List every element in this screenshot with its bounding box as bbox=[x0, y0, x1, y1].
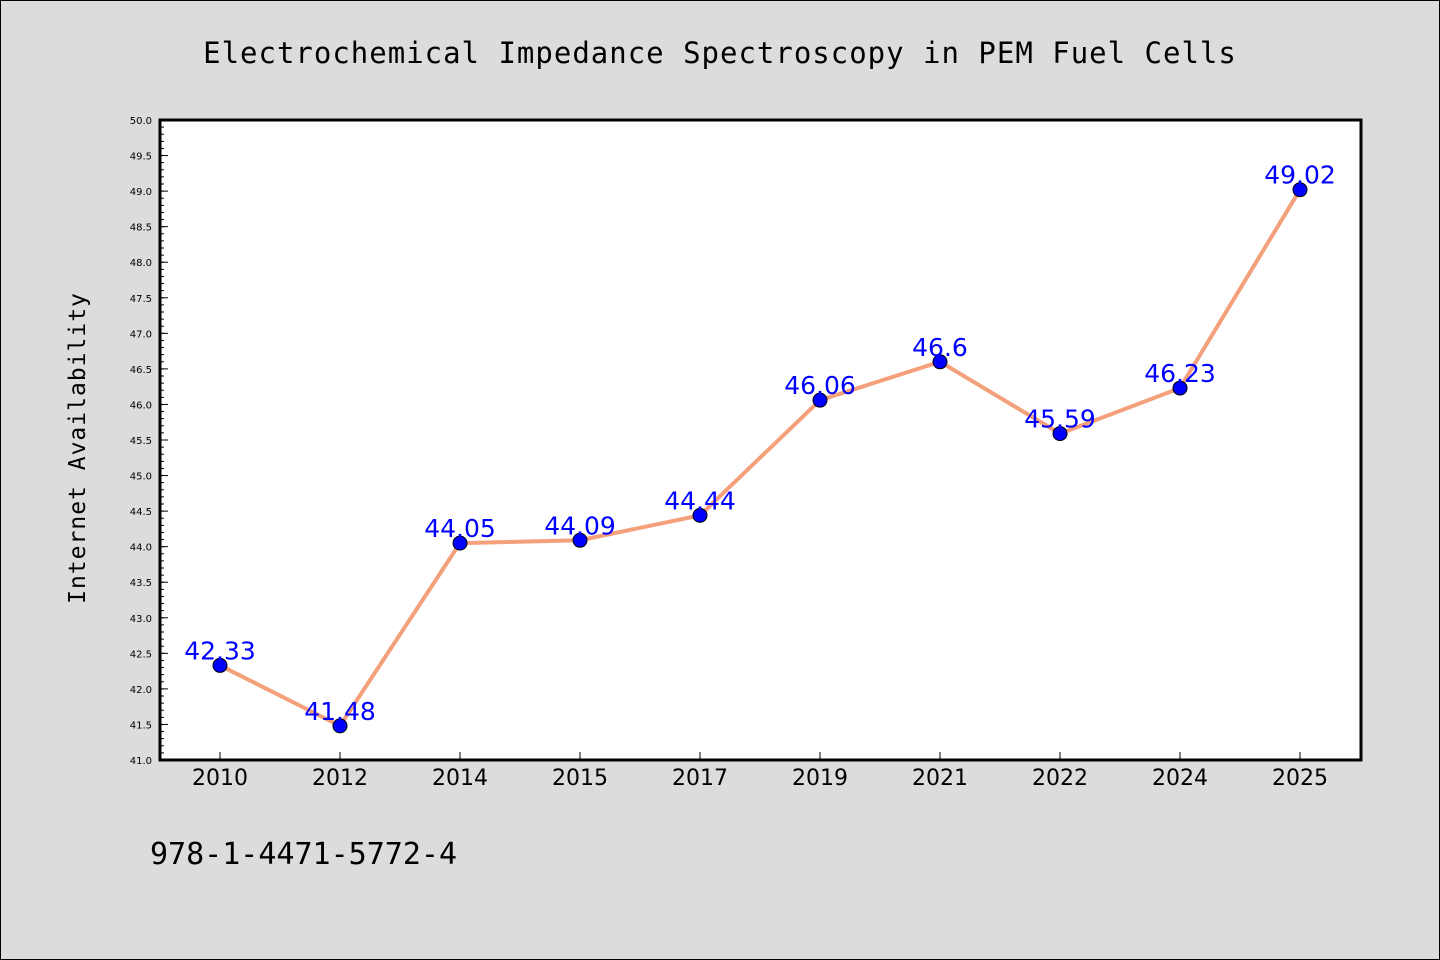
plot-border bbox=[158, 118, 1363, 762]
x-tick-label: 2019 bbox=[792, 766, 848, 791]
footer-code: 978-1-4471-5772-4 bbox=[150, 837, 457, 872]
x-tick-label: 2014 bbox=[432, 766, 488, 791]
data-label: 42.33 bbox=[184, 636, 256, 665]
y-tick-label: 46.0 bbox=[130, 400, 152, 411]
data-point bbox=[1292, 182, 1308, 198]
data-label: 44.05 bbox=[424, 514, 496, 543]
x-tick-label: 2022 bbox=[1032, 766, 1088, 791]
y-axis-label: Internet Availability bbox=[65, 292, 91, 604]
x-tick-label: 2010 bbox=[192, 766, 248, 791]
y-tick-label: 42.0 bbox=[130, 685, 152, 696]
data-point bbox=[1172, 380, 1188, 396]
series-line-group bbox=[219, 188, 1302, 728]
data-label: 44.09 bbox=[544, 511, 616, 540]
y-tick-label: 47.0 bbox=[130, 329, 152, 340]
data-label: 49.02 bbox=[1264, 161, 1336, 190]
markers-group bbox=[212, 182, 1308, 734]
y-tick-label: 47.5 bbox=[130, 294, 152, 305]
data-label: 45.59 bbox=[1024, 405, 1096, 434]
data-point bbox=[812, 392, 828, 408]
y-tick-label: 49.5 bbox=[130, 152, 152, 163]
data-label: 46.06 bbox=[784, 371, 856, 400]
y-tick-label: 44.0 bbox=[130, 543, 152, 554]
y-tick-label: 41.0 bbox=[130, 756, 152, 767]
plot-area bbox=[160, 120, 1361, 760]
data-label: 41.48 bbox=[304, 697, 376, 726]
chart-title: Electrochemical Impedance Spectroscopy i… bbox=[203, 36, 1237, 70]
y-tick-label: 48.0 bbox=[130, 258, 152, 269]
data-label: 44.44 bbox=[664, 486, 736, 515]
y-tick-label: 46.5 bbox=[130, 365, 152, 376]
y-tick-label: 48.5 bbox=[130, 223, 152, 234]
data-labels-group: 42.33 41.48 44.05 44.09 44.44 46.06 46.6 45.59 4… bbox=[184, 161, 1336, 726]
y-tick-label: 44.5 bbox=[130, 507, 152, 518]
data-point bbox=[692, 507, 708, 523]
data-point bbox=[452, 535, 468, 551]
y-tick-label: 43.5 bbox=[130, 578, 152, 589]
y-tick-label: 45.0 bbox=[130, 472, 152, 483]
y-tick-label: 50.0 bbox=[130, 116, 152, 127]
data-point bbox=[932, 354, 948, 370]
x-tick-label: 2017 bbox=[672, 766, 728, 791]
data-point bbox=[212, 657, 228, 673]
x-tick-label: 2021 bbox=[912, 766, 968, 791]
data-point bbox=[332, 718, 348, 734]
y-tick-label: 45.5 bbox=[130, 436, 152, 447]
y-tick-label: 42.5 bbox=[130, 649, 152, 660]
data-point bbox=[1052, 426, 1068, 442]
x-tick-label: 2025 bbox=[1272, 766, 1328, 791]
x-tick-label: 2024 bbox=[1152, 766, 1208, 791]
series-line bbox=[219, 188, 1302, 728]
y-axis: 41.0 41.5 42.0 42.5 43.0 43.5 44.0 44.5 45.0 45.5… bbox=[130, 116, 168, 767]
y-tick-label: 43.0 bbox=[130, 614, 152, 625]
data-point bbox=[572, 532, 588, 548]
x-tick-label: 2015 bbox=[552, 766, 608, 791]
x-tick-label: 2012 bbox=[312, 766, 368, 791]
data-label: 46.6 bbox=[912, 333, 968, 362]
y-tick-label: 41.5 bbox=[130, 720, 152, 731]
data-label: 46.23 bbox=[1144, 359, 1216, 388]
x-axis: 2010 2012 2014 2015 2017 2019 2021 2022 2024 2025 bbox=[192, 752, 1328, 791]
y-tick-label: 49.0 bbox=[130, 187, 152, 198]
